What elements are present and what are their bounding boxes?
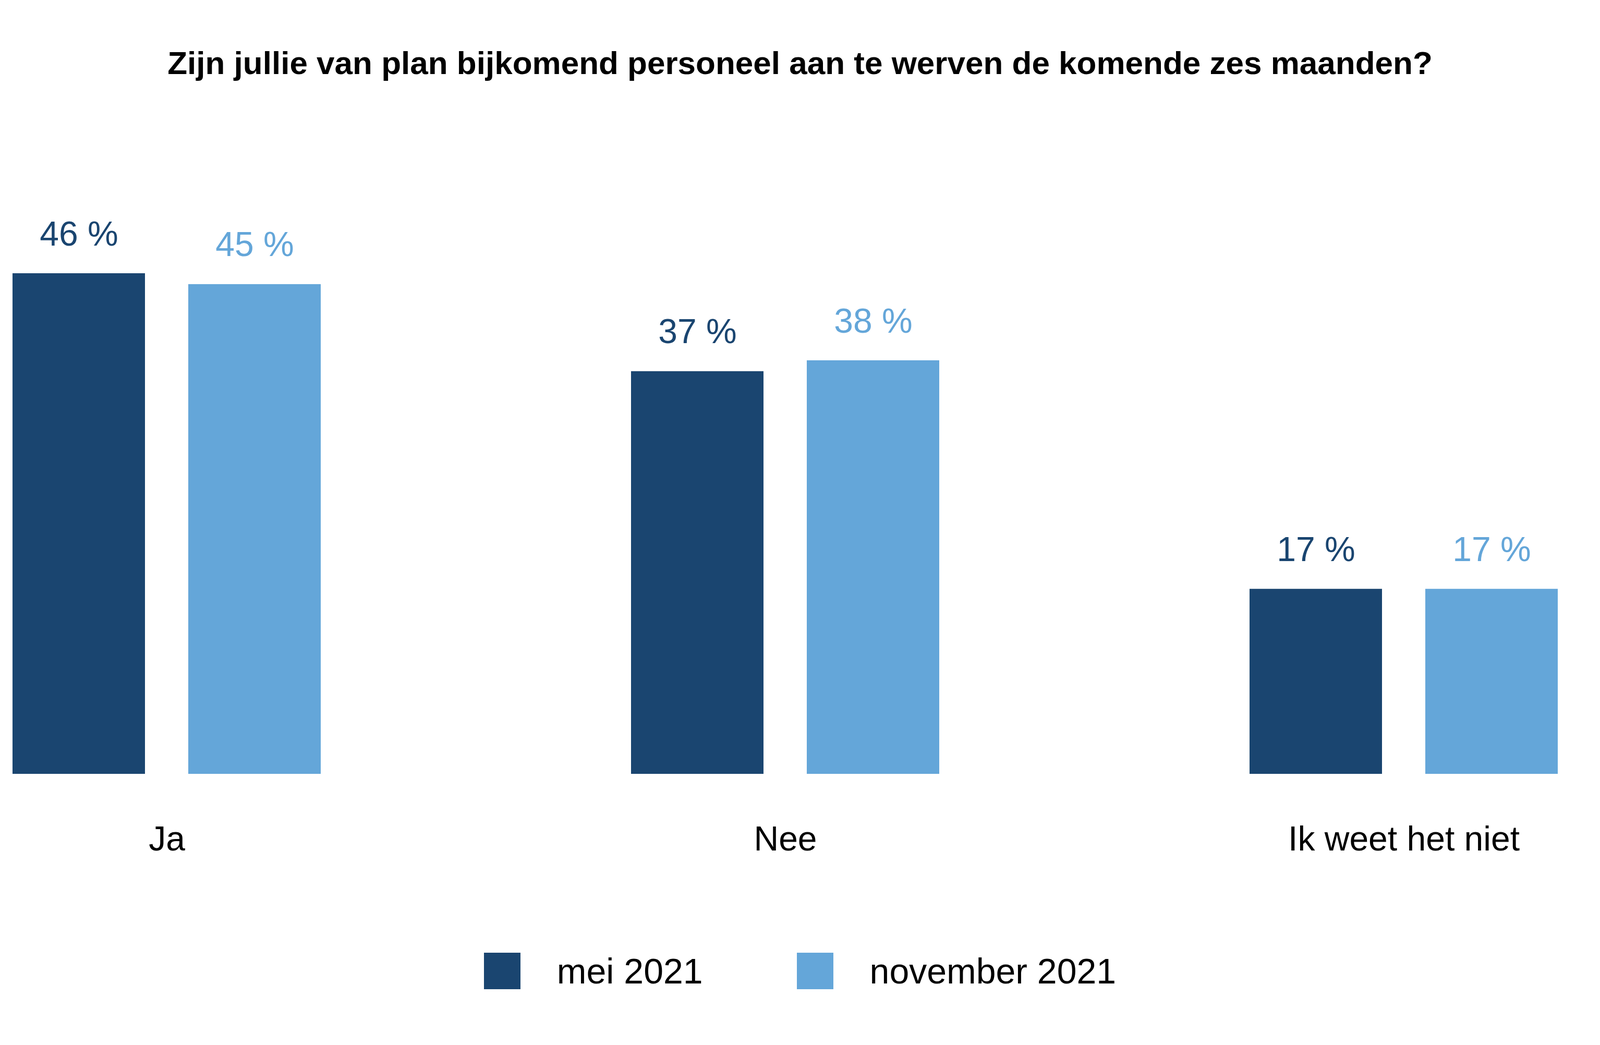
svg-text:17 %: 17 % xyxy=(1452,529,1531,569)
svg-text:45 %: 45 % xyxy=(215,224,294,264)
svg-text:46 %: 46 % xyxy=(39,214,118,253)
html-text:Zijn jullie van plan bijkomend: Zijn jullie van plan bijkomend personeel… xyxy=(167,44,1433,81)
svg-text:17 %: 17 % xyxy=(1276,529,1355,569)
svg-text:37 %: 37 % xyxy=(658,311,737,351)
svg-text:38 %: 38 % xyxy=(833,301,913,341)
html-text:mei 2021: mei 2021 xyxy=(556,951,703,991)
svg-text:Nee: Nee xyxy=(753,819,817,858)
html-text:november 2021: november 2021 xyxy=(869,951,1117,991)
svg-text:Ik weet het niet: Ik weet het niet xyxy=(1288,819,1520,858)
svg-text:Ja: Ja xyxy=(148,819,186,858)
